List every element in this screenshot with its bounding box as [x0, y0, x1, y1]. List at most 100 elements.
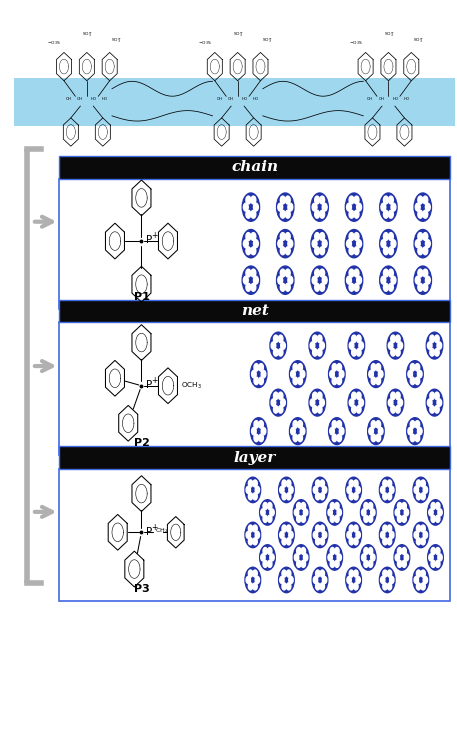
- Circle shape: [298, 364, 303, 371]
- Circle shape: [430, 335, 435, 342]
- Circle shape: [427, 399, 432, 406]
- Circle shape: [395, 554, 399, 561]
- Circle shape: [349, 283, 354, 291]
- Circle shape: [398, 341, 403, 350]
- Circle shape: [430, 349, 435, 356]
- Circle shape: [349, 269, 354, 277]
- Circle shape: [391, 203, 396, 211]
- Circle shape: [315, 211, 319, 218]
- Circle shape: [320, 247, 324, 254]
- Circle shape: [346, 203, 351, 211]
- Text: HO: HO: [253, 97, 259, 101]
- Circle shape: [414, 229, 431, 258]
- Circle shape: [290, 417, 306, 445]
- Circle shape: [388, 480, 392, 487]
- Circle shape: [246, 247, 251, 254]
- Circle shape: [395, 392, 400, 400]
- Text: P2: P2: [133, 437, 149, 448]
- Circle shape: [253, 525, 257, 532]
- Circle shape: [335, 516, 339, 522]
- Circle shape: [290, 361, 306, 388]
- Text: $\mathsf{SO_3^-}$: $\mathsf{SO_3^-}$: [111, 160, 122, 168]
- Circle shape: [388, 570, 392, 577]
- Circle shape: [425, 203, 430, 211]
- Circle shape: [312, 567, 328, 593]
- Circle shape: [354, 247, 359, 254]
- Circle shape: [313, 349, 317, 356]
- Circle shape: [361, 554, 366, 561]
- Circle shape: [423, 233, 428, 240]
- Text: P: P: [146, 527, 152, 536]
- Circle shape: [330, 371, 335, 378]
- Circle shape: [251, 247, 256, 254]
- Circle shape: [261, 371, 266, 378]
- Circle shape: [352, 405, 356, 413]
- Circle shape: [415, 240, 420, 248]
- Circle shape: [250, 417, 267, 445]
- Circle shape: [328, 554, 332, 561]
- Circle shape: [315, 233, 319, 240]
- Circle shape: [438, 554, 442, 561]
- Circle shape: [327, 500, 342, 525]
- Circle shape: [346, 276, 351, 284]
- Circle shape: [413, 477, 429, 503]
- Circle shape: [293, 377, 298, 385]
- Text: net: net: [241, 304, 269, 318]
- Text: HO: HO: [90, 97, 97, 101]
- Circle shape: [242, 193, 260, 221]
- Circle shape: [278, 203, 282, 211]
- Circle shape: [391, 335, 395, 342]
- Circle shape: [263, 516, 267, 522]
- Circle shape: [402, 560, 406, 568]
- Circle shape: [354, 233, 359, 240]
- Circle shape: [425, 240, 430, 248]
- Circle shape: [428, 545, 443, 570]
- Circle shape: [369, 427, 373, 435]
- Text: $\mathsf{SO_3^-}$: $\mathsf{SO_3^-}$: [237, 167, 248, 175]
- Circle shape: [423, 577, 428, 583]
- Circle shape: [361, 509, 366, 516]
- Circle shape: [418, 247, 423, 254]
- Circle shape: [329, 361, 345, 388]
- Circle shape: [346, 240, 351, 248]
- Circle shape: [270, 554, 274, 561]
- Circle shape: [330, 516, 335, 522]
- Circle shape: [398, 548, 402, 554]
- Circle shape: [389, 577, 394, 583]
- Circle shape: [330, 560, 335, 568]
- Circle shape: [274, 405, 278, 413]
- Text: HO: HO: [392, 97, 399, 101]
- Circle shape: [248, 493, 253, 500]
- Circle shape: [359, 341, 363, 350]
- Circle shape: [311, 229, 328, 258]
- Text: $\mathsf{-O_3S}$: $\mathsf{-O_3S}$: [363, 158, 377, 166]
- Circle shape: [282, 493, 287, 500]
- Circle shape: [280, 577, 284, 583]
- Circle shape: [274, 335, 278, 342]
- Circle shape: [270, 509, 274, 516]
- Circle shape: [398, 560, 402, 568]
- Circle shape: [416, 538, 421, 545]
- Circle shape: [418, 283, 423, 291]
- Text: +: +: [151, 522, 157, 531]
- Circle shape: [416, 525, 421, 532]
- Circle shape: [322, 577, 327, 583]
- Text: P: P: [146, 235, 152, 246]
- Circle shape: [337, 554, 341, 561]
- Circle shape: [278, 276, 282, 284]
- Circle shape: [320, 538, 324, 545]
- Circle shape: [349, 538, 354, 545]
- Circle shape: [416, 570, 421, 577]
- Circle shape: [278, 392, 283, 400]
- Circle shape: [261, 554, 265, 561]
- Circle shape: [312, 522, 328, 548]
- Circle shape: [388, 211, 393, 218]
- Circle shape: [251, 283, 256, 291]
- Circle shape: [254, 377, 259, 385]
- Circle shape: [371, 509, 375, 516]
- Circle shape: [371, 377, 376, 385]
- Circle shape: [423, 531, 428, 539]
- Circle shape: [407, 417, 423, 445]
- Circle shape: [383, 525, 387, 532]
- Circle shape: [388, 341, 393, 350]
